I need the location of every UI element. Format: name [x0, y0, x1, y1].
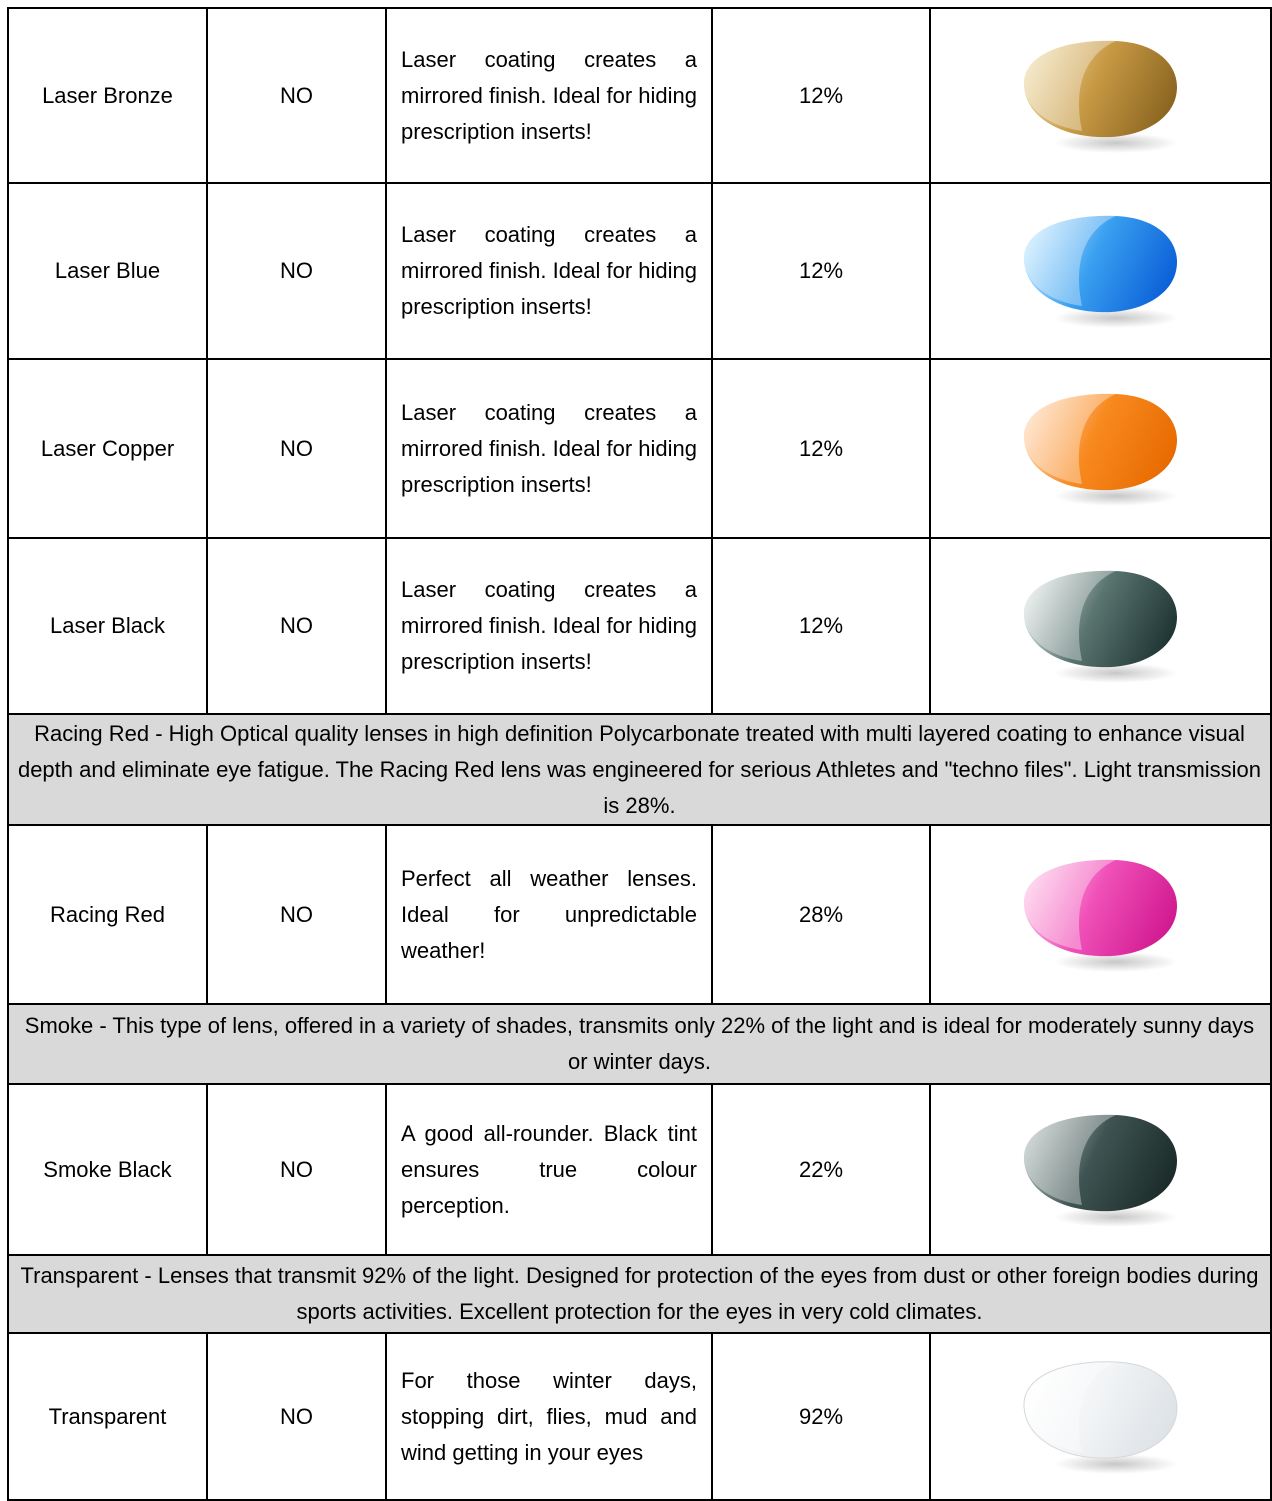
lens-image: [1023, 1114, 1178, 1227]
description: Laser coating creates a mirrored finish.…: [385, 182, 713, 360]
lens-shadow: [1053, 1453, 1178, 1474]
lens-name: Laser Bronze: [7, 7, 208, 184]
section-row: Smoke - This type of lens, offered in a …: [7, 1003, 1272, 1085]
lens-highlight: [1023, 393, 1116, 484]
lens-highlight: [1023, 1114, 1116, 1205]
lens-cell: [929, 1332, 1272, 1501]
lens-name: Laser Copper: [7, 358, 208, 539]
lens-image: [1023, 859, 1178, 972]
lens-name: Laser Black: [7, 537, 208, 715]
section-note: Racing Red - High Optical quality lenses…: [7, 713, 1272, 826]
lens-image: [1023, 393, 1178, 506]
section-note: Transparent - Lenses that transmit 92% o…: [7, 1254, 1272, 1334]
lens-row: Racing Red NO Perfect all weather lenses. …: [7, 824, 1272, 1005]
lens-shape: [1023, 40, 1177, 137]
lens-highlight: [1023, 1361, 1116, 1452]
lens-edge: [1022, 1360, 1177, 1459]
table-body: Laser Bronze NO Laser coating creates a mi…: [7, 7, 1272, 1501]
lens-highlight: [1023, 859, 1116, 950]
lens-image: [1023, 215, 1178, 328]
lens-row: Laser Copper NO Laser coating creates a mi…: [7, 358, 1272, 539]
lens-table: Laser Bronze NO Laser coating creates a mi…: [7, 7, 1272, 1501]
lens-image: [1023, 570, 1178, 683]
lens-row: Laser Bronze NO Laser coating creates a mi…: [7, 7, 1272, 184]
lens-row: Smoke Black NO A good all-rounder. Black t…: [7, 1083, 1272, 1256]
lens-shadow: [1053, 951, 1178, 972]
description: Laser coating creates a mirrored finish.…: [385, 537, 713, 715]
lens-name: Smoke Black: [7, 1083, 208, 1256]
lens-image: [1023, 40, 1178, 153]
lens-name: Laser Blue: [7, 182, 208, 360]
lens-row: Transparent NO For those winter days, stop…: [7, 1332, 1272, 1501]
polarized: NO: [206, 824, 387, 1005]
lens-name: Racing Red: [7, 824, 208, 1005]
lens-shape: [1023, 1114, 1177, 1211]
description: A good all-rounder. Black tint ensures t…: [385, 1083, 713, 1256]
section-row: Racing Red - High Optical quality lenses…: [7, 713, 1272, 826]
lens-shadow: [1053, 485, 1178, 506]
lens-shadow: [1053, 132, 1178, 153]
lens-shadow: [1053, 1206, 1178, 1227]
lens-row: Laser Black NO Laser coating creates a mir…: [7, 537, 1272, 715]
transmission: 12%: [711, 358, 931, 539]
transmission: 22%: [711, 1083, 931, 1256]
lens-shape: [1023, 859, 1177, 956]
transmission: 92%: [711, 1332, 931, 1501]
lens-highlight: [1023, 215, 1116, 306]
transmission: 12%: [711, 182, 931, 360]
lens-shape: [1023, 1361, 1177, 1458]
section-note: Smoke - This type of lens, offered in a …: [7, 1003, 1272, 1085]
lens-shape: [1023, 570, 1177, 668]
polarized: NO: [206, 358, 387, 539]
lens-cell: [929, 7, 1272, 184]
section-row: Transparent - Lenses that transmit 92% o…: [7, 1254, 1272, 1334]
description: Laser coating creates a mirrored finish.…: [385, 7, 713, 184]
lens-image: [1022, 1360, 1178, 1474]
lens-shadow: [1053, 663, 1178, 683]
polarized: NO: [206, 1083, 387, 1256]
polarized: NO: [206, 1332, 387, 1501]
description: Perfect all weather lenses. Ideal for un…: [385, 824, 713, 1005]
lens-highlight: [1023, 40, 1116, 131]
lens-row: Laser Blue NO Laser coating creates a mirr…: [7, 182, 1272, 360]
lens-cell: [929, 537, 1272, 715]
lens-shadow: [1053, 308, 1178, 328]
lens-cell: [929, 182, 1272, 360]
lens-cell: [929, 358, 1272, 539]
lens-cell: [929, 824, 1272, 1005]
transmission: 28%: [711, 824, 931, 1005]
transmission: 12%: [711, 7, 931, 184]
lens-shape: [1023, 215, 1177, 313]
description: For those winter days, stopping dirt, fl…: [385, 1332, 713, 1501]
polarized: NO: [206, 537, 387, 715]
polarized: NO: [206, 7, 387, 184]
polarized: NO: [206, 182, 387, 360]
lens-shape: [1023, 393, 1177, 490]
transmission: 12%: [711, 537, 931, 715]
lens-highlight: [1023, 570, 1116, 661]
lens-cell: [929, 1083, 1272, 1256]
lens-name: Transparent: [7, 1332, 208, 1501]
description: Laser coating creates a mirrored finish.…: [385, 358, 713, 539]
